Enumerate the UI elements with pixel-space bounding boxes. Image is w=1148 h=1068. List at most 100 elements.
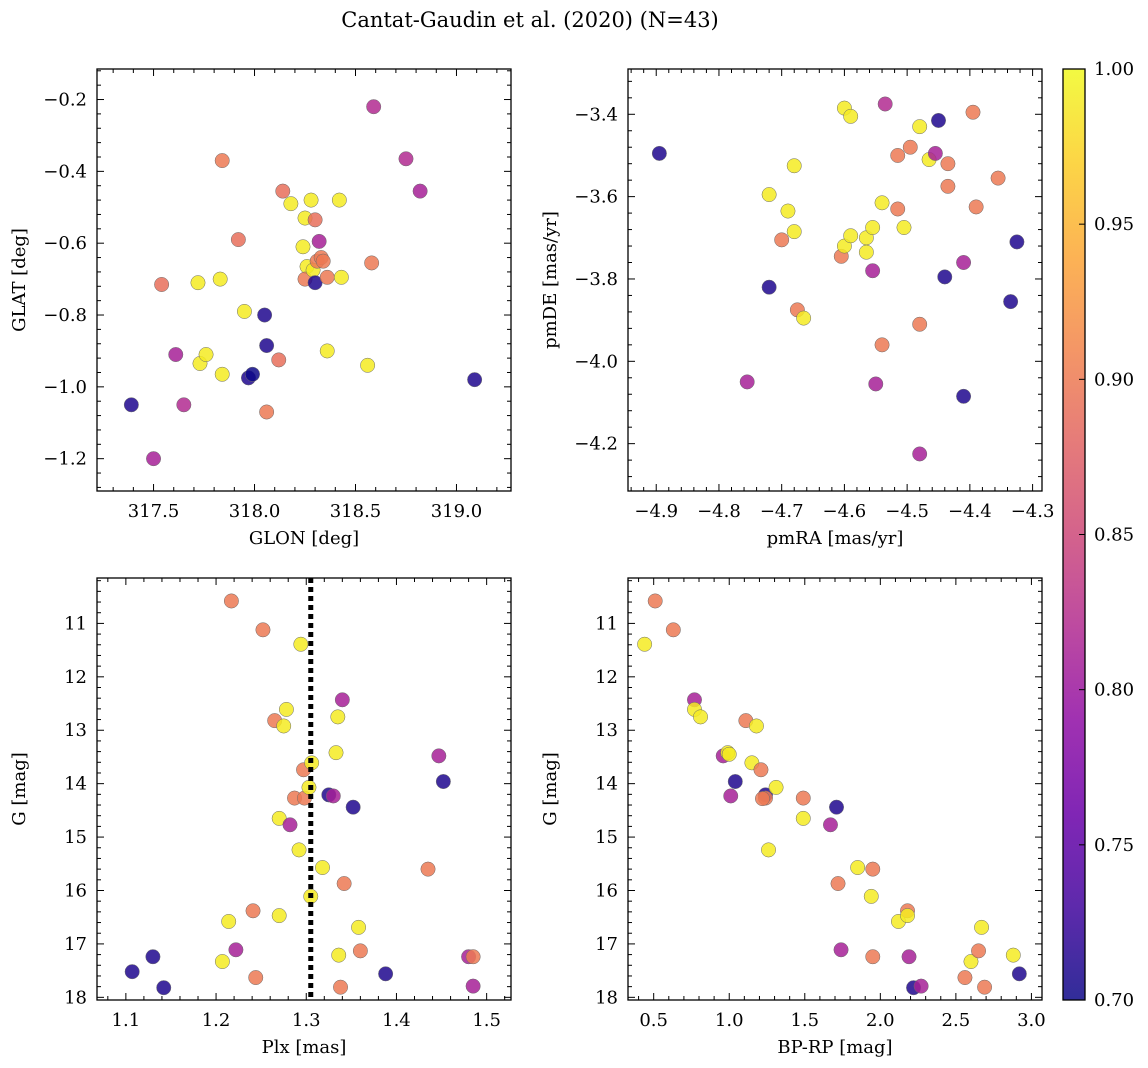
data-point: [295, 239, 311, 255]
data-point: [398, 151, 414, 167]
data-point: [276, 718, 292, 734]
data-point: [1003, 294, 1019, 310]
data-point: [877, 96, 893, 112]
colorbar-tick-label: 0.70: [1094, 990, 1134, 1011]
data-point: [833, 942, 849, 958]
data-point: [795, 810, 811, 826]
data-point: [977, 979, 993, 995]
data-point: [863, 888, 879, 904]
data-point: [940, 156, 956, 172]
colorbar-tick-label: 0.75: [1094, 835, 1134, 856]
data-point: [761, 842, 776, 858]
data-point: [912, 316, 928, 332]
y-tick-label: 13: [595, 720, 618, 741]
x-tick-label: 3.0: [1017, 1010, 1046, 1031]
data-point: [257, 307, 273, 323]
data-point: [315, 860, 330, 875]
data-point: [364, 255, 380, 271]
data-point: [198, 347, 214, 362]
data-point: [868, 376, 884, 392]
data-point: [651, 145, 667, 161]
ticks-plx-g: [97, 578, 511, 1000]
data-point: [830, 876, 846, 891]
y-tick-label: −3.6: [574, 187, 618, 208]
data-point: [271, 352, 287, 368]
x-tick-label: −4.3: [1011, 501, 1055, 522]
data-point: [796, 310, 812, 326]
y-tick-label: 16: [595, 880, 618, 901]
x-tick-label: 2.5: [942, 1010, 971, 1031]
y-tick-label: 11: [595, 613, 618, 634]
data-point: [331, 947, 347, 963]
data-point: [293, 636, 309, 652]
data-point: [795, 790, 811, 806]
y-tick-label: 13: [64, 720, 87, 741]
data-point: [768, 779, 784, 795]
data-point: [865, 263, 881, 279]
data-point: [968, 199, 984, 215]
data-point: [214, 954, 230, 969]
data-point: [328, 745, 344, 761]
data-point: [940, 178, 956, 194]
ticks-bprp-g: [628, 578, 1042, 1000]
data-point: [123, 397, 139, 413]
data-point: [865, 861, 881, 877]
axes-frame: [627, 577, 1043, 1001]
data-point: [245, 366, 260, 382]
colorbar-gradient: [1063, 69, 1085, 1000]
x-axis-label: pmRA [mas/yr]: [767, 528, 904, 549]
data-point: [325, 788, 341, 804]
data-point: [351, 919, 367, 935]
data-point: [146, 451, 161, 467]
colorbar: 0.70 0.75 0.80 0.85 0.90 0.95 1.00: [1062, 59, 1134, 1011]
data-point: [665, 622, 681, 638]
axes-frame: [627, 68, 1043, 492]
data-point: [1009, 234, 1025, 250]
x-tick-label: 1.5: [472, 1010, 501, 1031]
data-point: [786, 158, 802, 174]
data-point: [931, 113, 946, 128]
data-point: [957, 970, 973, 986]
y-axis-label: G [mag]: [540, 752, 561, 825]
x-tick-label: −4.8: [697, 501, 741, 522]
data-point: [971, 943, 986, 959]
x-tick-label: −4.7: [760, 501, 804, 522]
data-point: [283, 196, 299, 212]
data-point: [900, 908, 915, 924]
y-tick-label: −0.2: [43, 90, 87, 111]
colorbar-tick-label: 0.95: [1094, 214, 1134, 235]
data-point: [874, 337, 890, 353]
x-tick-label: −4.4: [948, 501, 992, 522]
data-point: [230, 232, 246, 248]
data-point: [739, 374, 755, 390]
y-tick-label: −0.4: [43, 161, 87, 182]
data-point: [319, 343, 335, 359]
points-pmra-pmde: [651, 96, 1025, 462]
data-point: [156, 980, 172, 996]
data-point: [937, 269, 953, 285]
data-point: [761, 187, 777, 203]
data-point: [307, 212, 323, 228]
data-point: [248, 970, 264, 986]
data-point: [753, 762, 769, 778]
y-tick-label: −4.0: [574, 351, 618, 372]
data-point: [228, 942, 244, 958]
data-point: [145, 949, 161, 965]
points-glon-glat: [123, 99, 483, 467]
x-axis-label: Plx [mas]: [262, 1037, 347, 1058]
data-point: [176, 397, 192, 413]
y-axis-label: G [mag]: [9, 752, 30, 825]
data-point: [774, 232, 790, 248]
data-point: [902, 139, 918, 155]
data-point: [823, 817, 838, 833]
data-point: [311, 233, 327, 249]
data-point: [275, 183, 291, 199]
data-point: [315, 253, 331, 269]
x-axis-label: BP-RP [mag]: [777, 1037, 892, 1058]
data-point: [259, 338, 275, 353]
data-point: [352, 943, 368, 959]
data-point: [721, 746, 737, 762]
data-point: [1011, 966, 1027, 982]
y-tick-label: 14: [64, 774, 87, 795]
points-bprp-g: [637, 593, 1027, 996]
